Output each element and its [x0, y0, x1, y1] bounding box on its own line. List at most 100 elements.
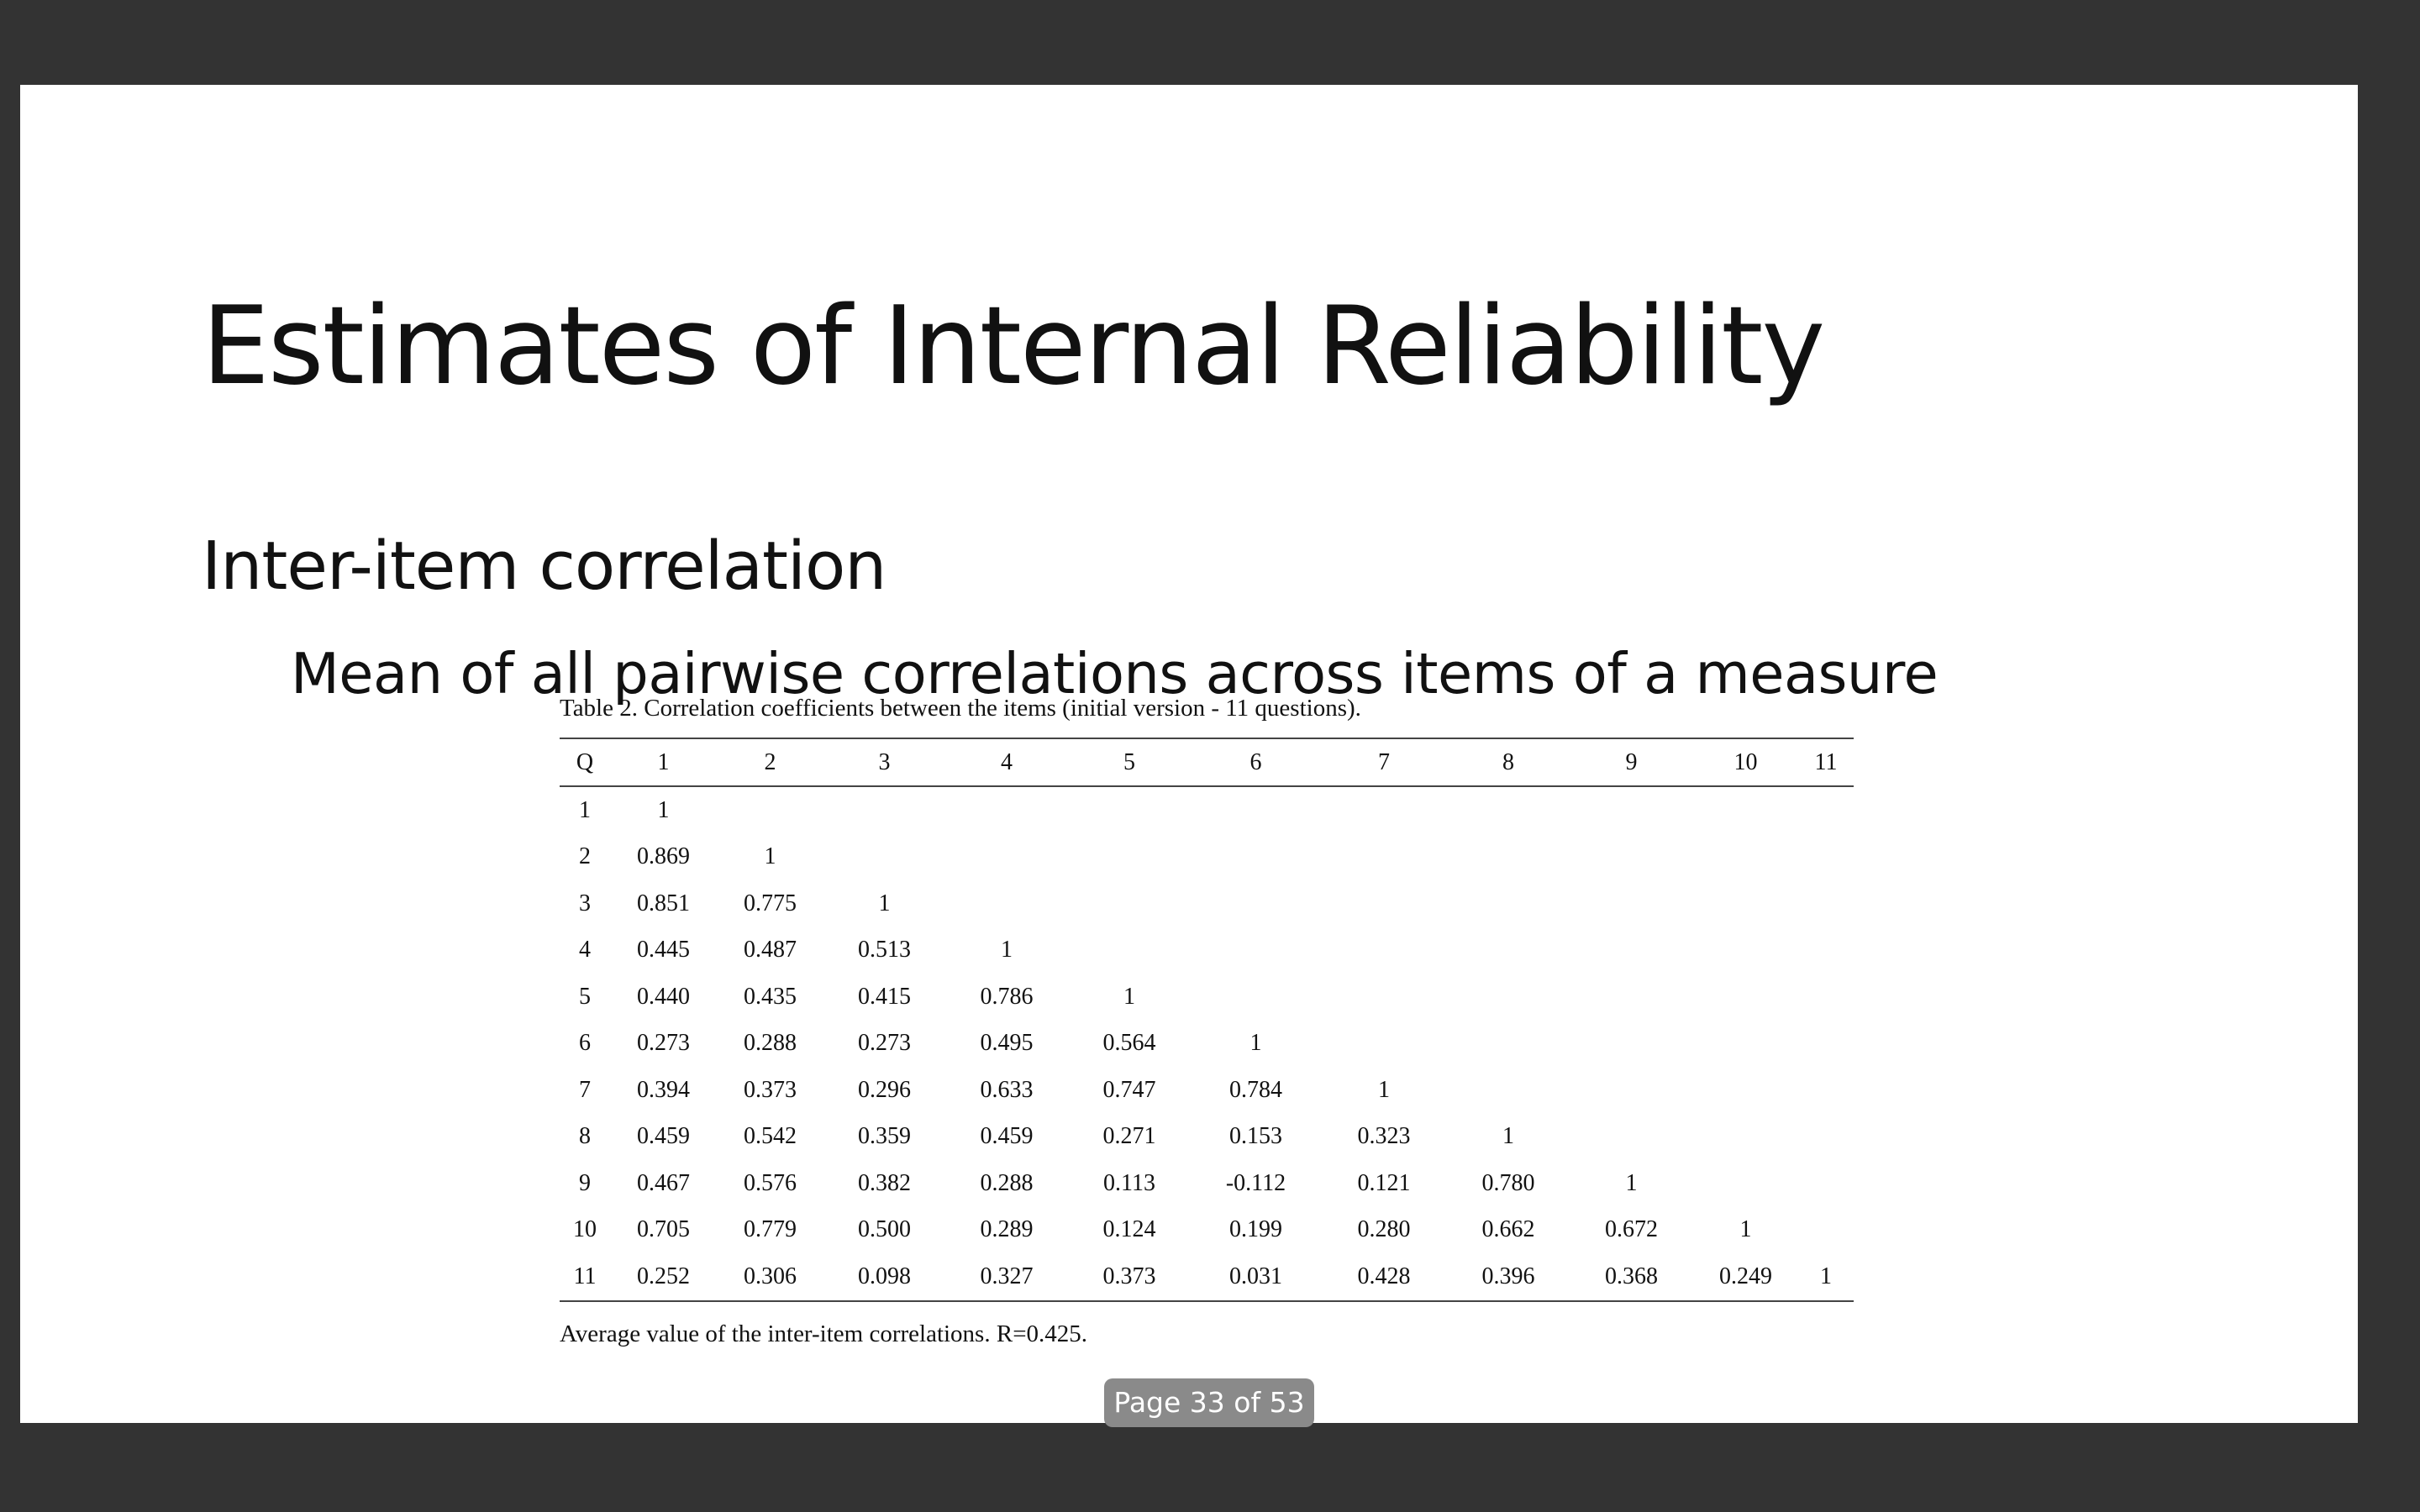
column-header: 5	[1068, 738, 1191, 787]
table-cell	[1798, 880, 1854, 927]
table-row: 9 0.467 0.576 0.382 0.288 0.113 -0.112 0.121 0.7…	[560, 1160, 1854, 1207]
table-cell	[1693, 1160, 1798, 1207]
table-cell	[823, 786, 945, 834]
page-indicator: Page 33 of 53	[1104, 1378, 1314, 1427]
column-header: 4	[945, 738, 1068, 787]
table-cell: 0.784	[1229, 1076, 1282, 1103]
table-cell	[1321, 834, 1447, 881]
table-cell	[1447, 974, 1570, 1021]
table-cell: 0.542	[744, 1123, 797, 1150]
table-cell	[1798, 927, 1854, 974]
table-cell	[1693, 927, 1798, 974]
row-label-cell: 1	[579, 796, 591, 823]
table-cell: 1	[764, 843, 776, 870]
table-cell	[1798, 1160, 1854, 1207]
table-cell: 0.786	[980, 983, 1034, 1010]
table-cell	[1191, 834, 1321, 881]
row-label-cell: 3	[579, 890, 591, 916]
table-cell	[1570, 1067, 1693, 1114]
table-cell: 0.249	[1693, 1253, 1798, 1302]
table-cell: 0.747	[1102, 1076, 1156, 1103]
table-cell: 0.289	[980, 1216, 1034, 1243]
table-cell: 0.252	[610, 1253, 717, 1302]
table-row: 4 0.445 0.487 0.513 1	[560, 927, 1854, 974]
table-cell	[1321, 1021, 1447, 1068]
table-cell: 0.153	[1229, 1123, 1282, 1150]
column-header: 7	[1321, 738, 1447, 787]
table-row: 7 0.394 0.373 0.296 0.633 0.747 0.784 1	[560, 1067, 1854, 1114]
table-cell	[1191, 880, 1321, 927]
table-cell	[1068, 927, 1191, 974]
table-caption: Table 2. Correlation coefficients betwee…	[560, 695, 1361, 722]
table-cell: 0.869	[637, 843, 690, 870]
table-cell: 0.780	[1481, 1169, 1535, 1196]
table-cell	[1321, 880, 1447, 927]
table-cell	[945, 786, 1068, 834]
row-label-cell: 11	[560, 1253, 610, 1302]
table-cell	[1570, 834, 1693, 881]
table-cell: 0.373	[1068, 1253, 1191, 1302]
table-cell	[945, 880, 1068, 927]
table-cell: 0.500	[858, 1216, 911, 1243]
table-note: Average value of the inter-item correlat…	[560, 1320, 1088, 1347]
table-cell: 0.373	[744, 1076, 797, 1103]
row-label-cell: 4	[579, 937, 591, 963]
bullet-level-1: Inter-item correlation	[202, 528, 886, 605]
table-cell: 0.280	[1357, 1216, 1411, 1243]
table-body: 1 1 2 0.869 1 3 0.851 0.775 1 4 0.445 0.487 0.513 1 5 0…	[560, 786, 1854, 1302]
column-header: 2	[717, 738, 823, 787]
table-cell	[1798, 1114, 1854, 1161]
row-label-cell: 7	[579, 1076, 591, 1103]
table-cell	[1321, 927, 1447, 974]
table-cell	[1798, 974, 1854, 1021]
table-cell: 0.124	[1102, 1216, 1156, 1243]
table-cell	[1798, 834, 1854, 881]
column-header: Q	[560, 738, 610, 787]
table-cell: 0.513	[858, 937, 911, 963]
column-header: 6	[1191, 738, 1321, 787]
table-cell: 0.306	[717, 1253, 823, 1302]
table-cell	[1693, 1114, 1798, 1161]
table-cell: 1	[1739, 1216, 1752, 1243]
table-cell: 0.288	[980, 1169, 1034, 1196]
table-cell: 0.368	[1570, 1253, 1693, 1302]
table-cell	[1693, 880, 1798, 927]
table-row: 10 0.705 0.779 0.500 0.289 0.124 0.199 0.280 0.6…	[560, 1207, 1854, 1254]
table-cell: 0.396	[1447, 1253, 1570, 1302]
table-cell: 0.428	[1321, 1253, 1447, 1302]
table-cell	[1798, 1021, 1854, 1068]
table-cell: 0.633	[980, 1076, 1034, 1103]
table-cell	[1447, 880, 1570, 927]
table-cell: 1	[1625, 1169, 1638, 1196]
slide-title: Estimates of Internal Reliability	[202, 284, 1825, 409]
table-cell: 0.031	[1191, 1253, 1321, 1302]
table-cell: 1	[1001, 937, 1013, 963]
table-cell: 0.296	[858, 1076, 911, 1103]
table-cell: 0.415	[858, 983, 911, 1010]
table-cell: 1	[878, 890, 891, 916]
correlation-table: Q 1 2 3 4 5 6 7 8 9 10 11 1 1 2 0.869 1 3 0.851 0.775 1 4 0.4…	[560, 738, 1854, 1302]
table-cell	[1068, 880, 1191, 927]
table-cell	[1570, 786, 1693, 834]
table-cell: 0.394	[637, 1076, 690, 1103]
table-header-row: Q 1 2 3 4 5 6 7 8 9 10 11	[560, 738, 1854, 787]
table-cell	[1693, 786, 1798, 834]
table-cell	[1693, 834, 1798, 881]
table-cell: 0.445	[637, 937, 690, 963]
table-cell	[945, 834, 1068, 881]
table-cell: 0.435	[744, 983, 797, 1010]
table-cell	[1570, 927, 1693, 974]
table-cell	[1570, 974, 1693, 1021]
row-label-cell: 10	[573, 1216, 597, 1243]
table-cell	[1447, 1021, 1570, 1068]
table-cell	[1321, 786, 1447, 834]
table-cell: 1	[657, 796, 670, 823]
table-cell: 0.495	[980, 1030, 1034, 1057]
table-cell: 0.851	[637, 890, 690, 916]
column-header: 8	[1447, 738, 1570, 787]
table-cell	[1798, 786, 1854, 834]
table-cell	[1068, 786, 1191, 834]
table-cell: 0.705	[637, 1216, 690, 1243]
table-cell: 0.487	[744, 937, 797, 963]
